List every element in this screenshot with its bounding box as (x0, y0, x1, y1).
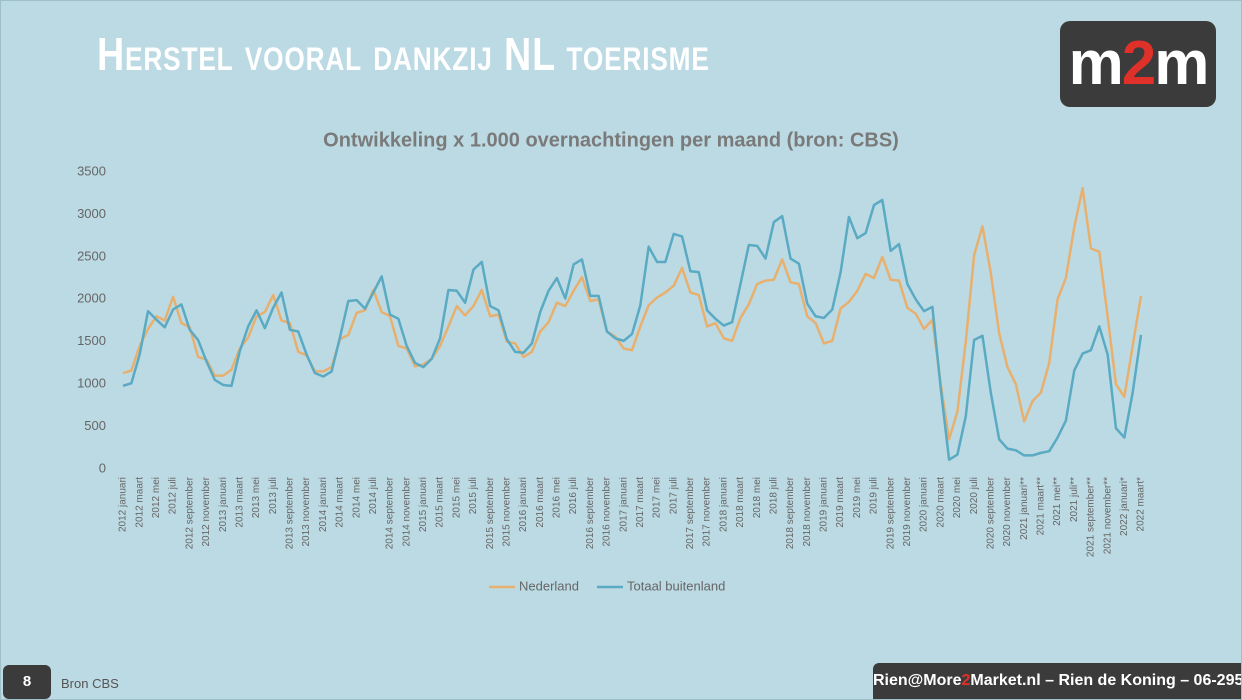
y-tick-label: 1000 (77, 376, 106, 391)
x-tick-label: 2013 mei (251, 477, 262, 518)
chart: Ontwikkeling x 1.000 overnachtingen per … (77, 129, 1147, 593)
x-tick-label: 2014 september (385, 476, 396, 549)
x-tick-label: 2020 september (985, 476, 996, 549)
x-tick-label: 2012 maart (134, 477, 145, 528)
x-tick-label: 2015 juli (468, 477, 479, 514)
x-tick-label: 2020 november (1002, 476, 1013, 546)
x-tick-label: 2017 september (685, 476, 696, 549)
x-tick-label: 2015 september (485, 476, 496, 549)
x-tick-label: 2014 juli (368, 477, 379, 514)
x-tick-label: 2019 mei (852, 477, 863, 518)
line-series (122, 186, 1143, 441)
x-tick-label: 2013 januari (218, 477, 229, 532)
x-tick-label: 2018 mei (752, 477, 763, 518)
x-tick-label: 2021 november** (1102, 477, 1113, 554)
x-tick-label: 2017 mei (652, 477, 663, 518)
x-tick-label: 2015 mei (451, 477, 462, 518)
x-tick-label: 2020 maart (935, 477, 946, 528)
x-tick-label: 2018 juli (768, 477, 779, 514)
x-tick-label: 2016 juli (568, 477, 579, 514)
x-tick-label: 2018 januari (718, 477, 729, 532)
x-tick-label: 2014 mei (351, 477, 362, 518)
logo-text: m (1154, 29, 1209, 98)
x-tick-label: 2017 juli (668, 477, 679, 514)
x-tick-label: 2013 september (285, 476, 296, 549)
x-tick-label: 2020 juli (969, 477, 980, 514)
x-tick-label: 2021 juli** (1069, 477, 1080, 522)
x-tick-label: 2021 maart** (1036, 477, 1047, 535)
y-tick-label: 3000 (77, 206, 106, 221)
x-tick-label: 2016 november (602, 476, 613, 546)
x-tick-label: 2017 maart (635, 477, 646, 528)
x-tick-label: 2018 november (802, 476, 813, 546)
x-tick-label: 2016 mei (552, 477, 563, 518)
contact-text: Rien@More (873, 672, 962, 689)
page-number: 8 (3, 665, 51, 699)
legend-label: Totaal buitenland (627, 578, 725, 593)
contact: Rien@More2Market.nl – Rien de Koning – 0… (873, 663, 1241, 699)
x-tick-label: 2021 september** (1086, 477, 1097, 557)
logo: m2m (1060, 21, 1216, 107)
y-tick-label: 1500 (77, 333, 106, 348)
x-tick-label: 2012 juli (168, 477, 179, 514)
x-tick-label: 2019 juli (869, 477, 880, 514)
source: Bron CBS (61, 676, 119, 691)
x-tick-label: 2012 november (201, 476, 212, 546)
x-tick-label: 2019 januari (819, 477, 830, 532)
contact-text: Market.nl – Rien de Koning – 06-29563296 (970, 672, 1241, 689)
slide-title: Herstel vooral dankzij NL toerisme (97, 28, 710, 80)
x-tick-label: 2016 maart (535, 477, 546, 528)
x-tick-label: 2012 september (184, 476, 195, 549)
x-tick-label: 2014 januari (318, 477, 329, 532)
chart-title: Ontwikkeling x 1.000 overnachtingen per … (323, 129, 899, 151)
x-tick-label: 2014 november (401, 476, 412, 546)
x-tick-label: 2021 januari** (1019, 477, 1030, 540)
x-tick-label: 2015 januari (418, 477, 429, 532)
x-tick-label: 2021 mei** (1052, 477, 1063, 526)
x-tick-label: 2017 november (702, 476, 713, 546)
x-tick-label: 2018 september (785, 476, 796, 549)
x-tick-label: 2022 januari* (1119, 477, 1130, 536)
logo-text: 2 (1121, 29, 1157, 98)
x-tick-label: 2014 maart (335, 477, 346, 528)
line-series (122, 198, 1143, 461)
y-tick-label: 0 (99, 460, 106, 475)
y-tick-label: 3500 (77, 163, 106, 178)
x-tick-label: 2015 maart (435, 477, 446, 528)
x-tick-label: 2019 september (885, 476, 896, 549)
logo-text: m (1068, 29, 1124, 98)
x-tick-label: 2020 januari (919, 477, 930, 532)
y-tick-label: 2000 (77, 291, 106, 306)
legend-label: Nederland (519, 578, 579, 593)
contact-text: 2 (961, 672, 971, 689)
x-tick-label: 2019 november (902, 476, 913, 546)
x-tick-label: 2012 januari (118, 477, 129, 532)
y-tick-label: 2500 (77, 248, 106, 263)
x-tick-label: 2015 november (501, 476, 512, 546)
y-tick-label: 500 (84, 418, 106, 433)
x-tick-label: 2022 maart* (1136, 477, 1147, 532)
x-tick-label: 2013 juli (268, 477, 279, 514)
x-tick-label: 2019 maart (835, 477, 846, 528)
x-tick-label: 2016 september (585, 476, 596, 549)
x-tick-label: 2017 januari (618, 477, 629, 532)
x-tick-label: 2013 november (301, 476, 312, 546)
x-tick-label: 2018 maart (735, 477, 746, 528)
x-tick-label: 2012 mei (151, 477, 162, 518)
x-tick-label: 2013 maart (234, 477, 245, 528)
x-tick-label: 2016 januari (518, 477, 529, 532)
x-tick-label: 2020 mei (952, 477, 963, 518)
